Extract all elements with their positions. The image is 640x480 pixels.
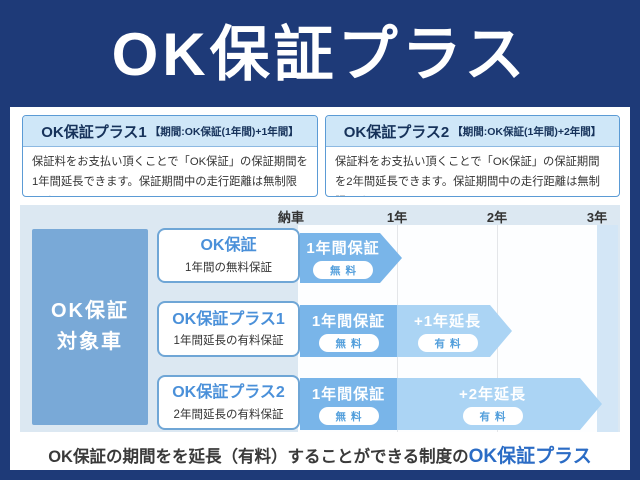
timeline-label-year1: 1年 xyxy=(386,210,408,225)
plan-label-title: OK保証 xyxy=(200,237,257,255)
plan-period: 【期間:OK保証(1年間)+1年間】 xyxy=(149,125,299,138)
page-title: OK保証プラス xyxy=(111,21,529,88)
plan-label-box-ok: OK保証 1年間の無料保証 xyxy=(157,228,300,283)
target-vehicle-label-line2: 対象車 xyxy=(57,331,123,353)
plan-name: OK保証プラス1 xyxy=(41,123,147,141)
footer-caption: OK保証の期間をを延長（有料）することができる制度のOK保証プラス xyxy=(10,441,630,468)
coverage-arrow-ok: 1年間保証 無料 xyxy=(300,233,402,283)
plan-label-title: OK保証プラス2 xyxy=(172,384,285,402)
free-badge: 無料 xyxy=(319,334,379,352)
coverage-arrow-plus1: 1年間保証 無料 +1年延長 有料 xyxy=(300,305,512,357)
warranty-timeline-diagram: 納車 1年 2年 3年 OK保証 対象車 OK保証 1年間の無料保証 1年間保証… xyxy=(20,205,620,432)
plan-label-title: OK保証プラス1 xyxy=(172,310,285,328)
coverage-segment-label: 1年間保証 xyxy=(306,240,380,257)
free-badge: 無料 xyxy=(319,407,379,425)
plan-description: 保証料をお支払い頂くことで「OK保証」の保証期間を1年間延長できます。保証期間中… xyxy=(32,156,308,196)
footer-caption-text: OK保証の期間をを延長（有料）することができる制度の xyxy=(48,448,469,466)
free-badge: 無料 xyxy=(313,261,373,279)
footer-caption-highlight: OK保証プラス xyxy=(468,446,592,467)
coverage-segment-label: 1年間保証 xyxy=(311,386,386,403)
timeline-label-year2: 2年 xyxy=(486,210,508,225)
coverage-segment-label: +2年延長 xyxy=(458,386,527,403)
coverage-segment-paid-extension: +2年延長 有料 xyxy=(397,378,602,430)
timeline-label-year3: 3年 xyxy=(586,210,608,225)
plan-box-plus2-header: OK保証プラス2 【期間:OK保証(1年間)+2年間】 xyxy=(326,116,619,147)
paid-badge: 有料 xyxy=(463,407,523,425)
plan-box-plus1: OK保証プラス1 【期間:OK保証(1年間)+1年間】 保証料をお支払い頂くこと… xyxy=(22,115,318,197)
plan-label-subtitle: 1年間の無料保証 xyxy=(185,261,272,274)
plan-label-box-plus2: OK保証プラス2 2年間延長の有料保証 xyxy=(157,375,300,430)
coverage-segment-free: 1年間保証 無料 xyxy=(300,305,397,357)
plan-description: 保証料をお支払い頂くことで「OK保証」の保証期間を2年間延長できます。保証期間中… xyxy=(335,156,600,196)
target-vehicle-box: OK保証 対象車 xyxy=(32,229,148,425)
coverage-segment-label: 1年間保証 xyxy=(311,313,386,330)
target-vehicle-label-line1: OK保証 xyxy=(51,300,129,322)
plan-period: 【期間:OK保証(1年間)+2年間】 xyxy=(452,125,602,138)
timeline-label-delivery: 納車 xyxy=(277,210,305,225)
plan-label-subtitle: 2年間延長の有料保証 xyxy=(173,408,284,421)
plan-box-plus2: OK保証プラス2 【期間:OK保証(1年間)+2年間】 保証料をお支払い頂くこと… xyxy=(325,115,620,197)
timeline-beyond-column xyxy=(597,225,618,432)
paid-badge: 有料 xyxy=(418,334,478,352)
plan-box-plus1-header: OK保証プラス1 【期間:OK保証(1年間)+1年間】 xyxy=(23,116,317,147)
coverage-segment-paid-extension: +1年延長 有料 xyxy=(397,305,512,357)
coverage-segment-free: 1年間保証 無料 xyxy=(300,378,397,430)
coverage-segment-label: +1年延長 xyxy=(413,313,482,330)
plan-label-subtitle: 1年間延長の有料保証 xyxy=(173,335,284,348)
plan-name: OK保証プラス2 xyxy=(343,123,450,141)
content-panel: OK保証プラス1 【期間:OK保証(1年間)+1年間】 保証料をお支払い頂くこと… xyxy=(10,107,630,470)
coverage-arrow-plus2: 1年間保証 無料 +2年延長 有料 xyxy=(300,378,602,430)
plan-label-box-plus1: OK保証プラス1 1年間延長の有料保証 xyxy=(157,301,300,357)
coverage-segment-free: 1年間保証 無料 xyxy=(300,233,402,283)
